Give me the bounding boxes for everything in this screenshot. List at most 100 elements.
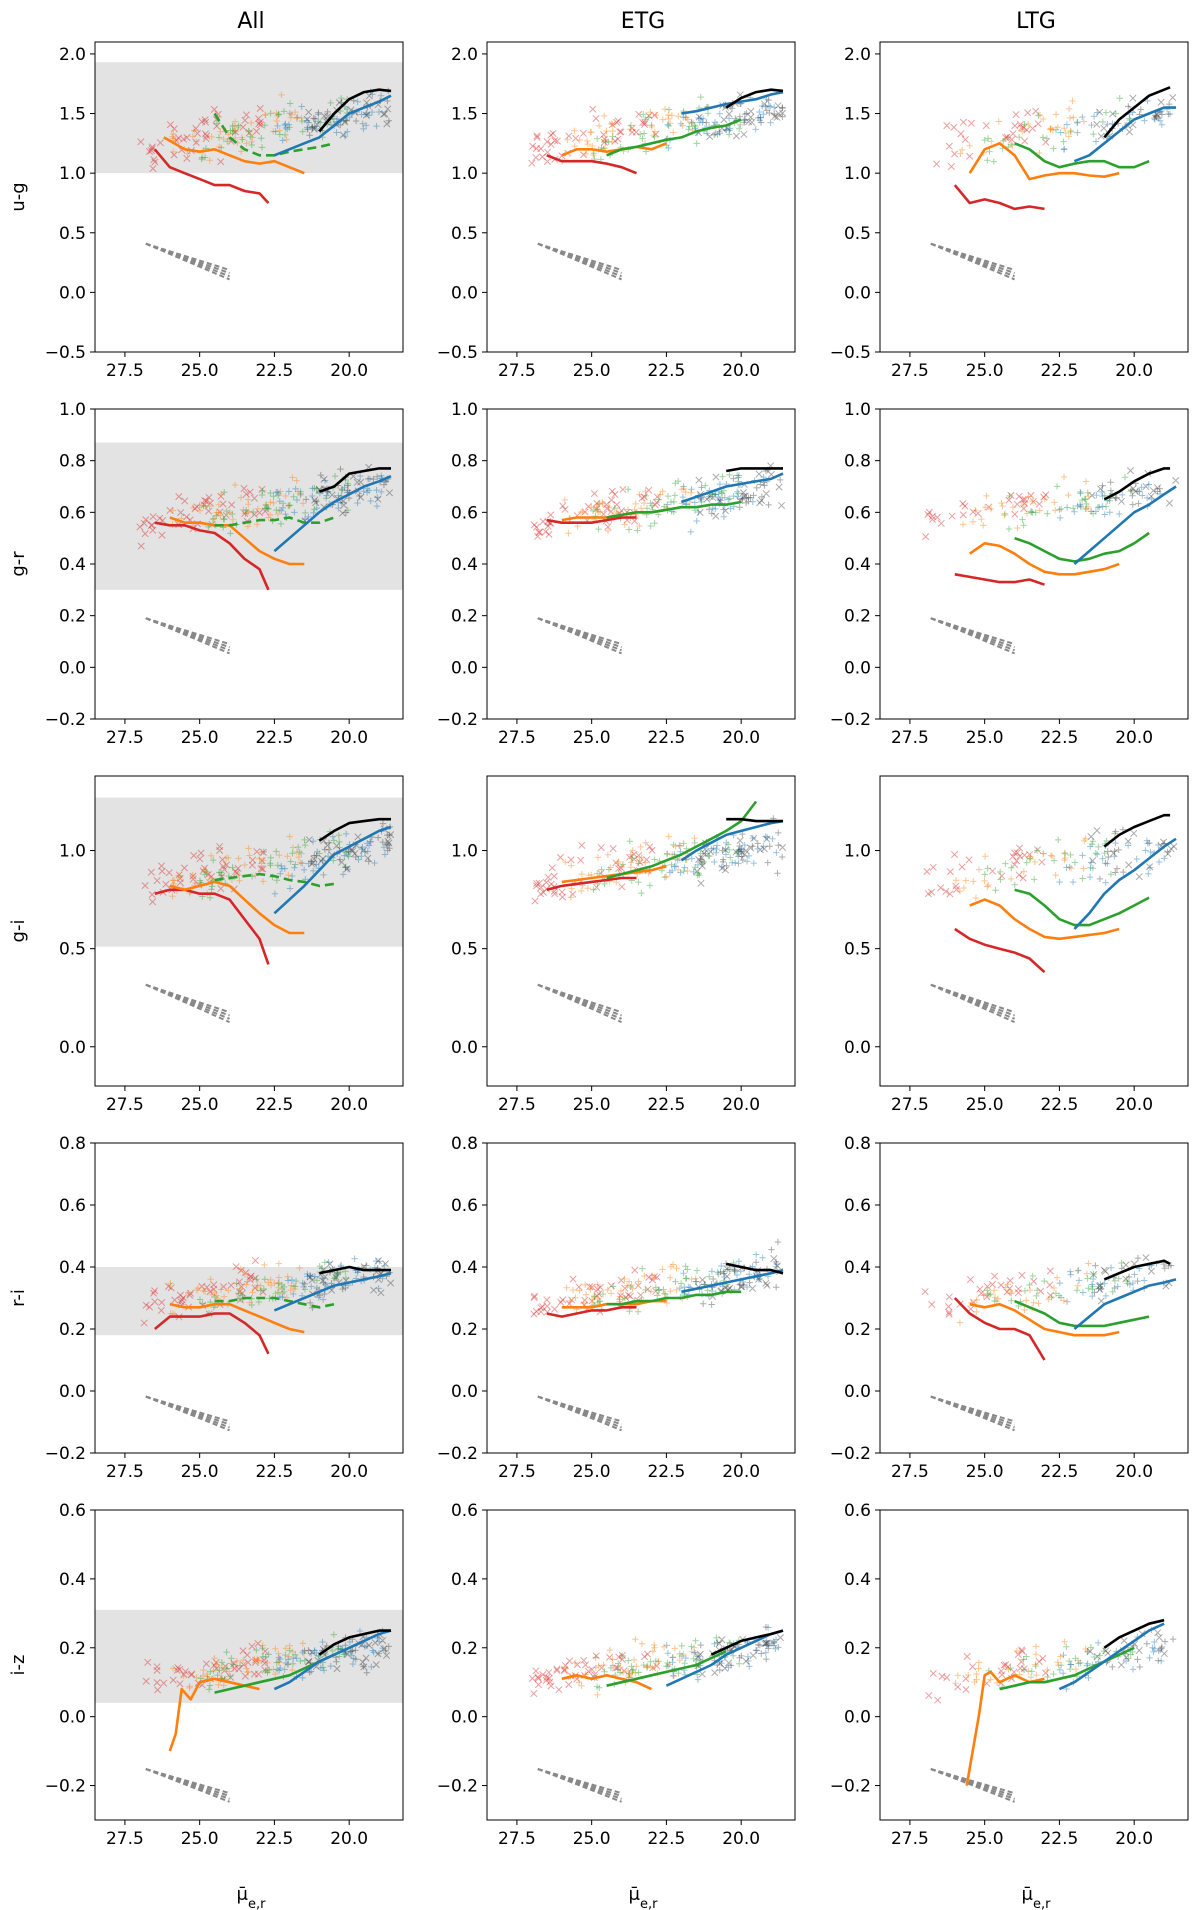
scatter-point [539, 1670, 547, 1679]
scatter-point [220, 135, 227, 143]
scatter-point [739, 489, 748, 497]
reddening-vector [537, 617, 622, 655]
scatter-point [301, 836, 308, 844]
scatter-point [654, 1292, 661, 1299]
scatter-point [382, 1647, 389, 1654]
scatter-point [643, 505, 651, 512]
scatter-point [1074, 129, 1081, 136]
scatter-point [313, 504, 320, 512]
scatter-point [198, 1282, 206, 1291]
scatter-point [609, 121, 616, 128]
scatter-point [261, 1647, 269, 1655]
scatter-point [334, 1270, 341, 1278]
scatter-point [1085, 1260, 1092, 1267]
scatter-point [172, 137, 179, 144]
panel-frame [486, 41, 796, 353]
scatter-point [764, 834, 771, 841]
scatter-point [640, 130, 648, 137]
scatter-point [598, 1664, 606, 1672]
scatter-point [1089, 1292, 1096, 1300]
scatter-point [1106, 497, 1113, 504]
scatter-point [720, 506, 727, 513]
scatter-point [206, 157, 213, 164]
reddening-vector [537, 242, 622, 278]
median-line [561, 1674, 653, 1691]
scatter-point [1013, 849, 1021, 857]
scatter-point [344, 851, 352, 859]
scatter-point [665, 115, 672, 123]
x-tick-label: 20.0 [1115, 361, 1153, 381]
scatter-point [620, 1667, 628, 1675]
scatter-point [1002, 860, 1009, 867]
scatter-point [279, 1290, 286, 1297]
scatter-point [716, 497, 724, 505]
scatter-point [661, 1290, 668, 1297]
scatter-point [1077, 1659, 1084, 1667]
scatter-point [617, 1276, 625, 1284]
scatter-point [1018, 128, 1026, 135]
scatter-point [150, 1289, 158, 1297]
scatter-point [360, 1663, 368, 1671]
scatter-point [306, 1272, 314, 1279]
scatter-point [1060, 138, 1067, 145]
scatter-point [290, 1282, 297, 1290]
scatter-point [1049, 126, 1057, 134]
scatter-point [652, 1287, 660, 1295]
scatter-point [676, 1650, 684, 1658]
scatter-point [606, 1653, 614, 1661]
scatter-point [665, 106, 673, 113]
scatter-point [629, 1285, 636, 1292]
scatter-point [338, 499, 346, 506]
scatter-point [264, 1669, 271, 1676]
scatter-point [709, 504, 717, 512]
scatter-point [745, 852, 753, 860]
scatter-point [299, 1648, 306, 1656]
scatter-point [1131, 487, 1139, 496]
scatter-point [280, 108, 288, 115]
scatter-point [342, 1642, 349, 1649]
scatter-point [1052, 507, 1059, 514]
scatter-point [627, 1283, 634, 1291]
scatter-point [990, 158, 997, 165]
scatter-point [736, 504, 743, 511]
reddening-vector [537, 1768, 622, 1803]
scatter-point [276, 852, 283, 859]
scatter-point [283, 136, 290, 143]
scatter-point [720, 513, 728, 521]
scatter-point [1102, 1647, 1110, 1655]
scatter-point [303, 117, 311, 124]
scatter-point [192, 124, 200, 133]
scatter-point [1060, 145, 1068, 153]
x-tick-label: 20.0 [722, 728, 760, 748]
scatter-point [962, 1675, 970, 1683]
scatter-point [274, 122, 281, 130]
scatter-point [726, 1639, 733, 1646]
scatter-point [248, 1301, 256, 1309]
scatter-point [601, 1668, 608, 1675]
scatter-point [531, 897, 539, 905]
median-line [1014, 1299, 1150, 1328]
scatter-point [1142, 847, 1149, 854]
scatter-point [385, 1643, 392, 1650]
scatter-point [638, 1640, 646, 1647]
scatter-point [992, 887, 999, 894]
scatter-point [384, 847, 391, 854]
scatter-point [713, 842, 721, 849]
scatter-point [579, 508, 586, 515]
scatter-point [1082, 505, 1089, 513]
scatter-point [1111, 848, 1118, 855]
scatter-point [542, 528, 550, 536]
scatter-point [771, 112, 779, 121]
scatter-point [267, 499, 274, 506]
scatter-point [261, 505, 269, 512]
scatter-point [719, 858, 727, 866]
scatter-point [1001, 511, 1008, 519]
scatter-point [723, 1272, 731, 1280]
x-tick-label: 27.5 [498, 1462, 536, 1482]
scatter-point [291, 1283, 299, 1290]
scatter-point [254, 1657, 261, 1664]
scatter-point [340, 501, 348, 509]
scatter-point [232, 134, 239, 142]
scatter-point [343, 105, 351, 113]
scatter-point [364, 840, 371, 847]
